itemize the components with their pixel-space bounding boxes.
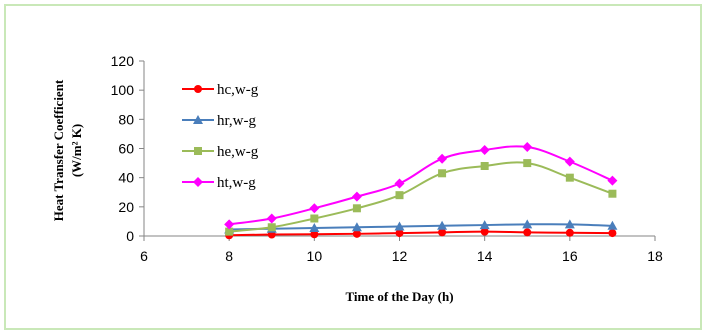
y-tick-label: 40 bbox=[118, 170, 134, 186]
data-point bbox=[395, 229, 404, 238]
legend-marker bbox=[193, 177, 203, 187]
series-line bbox=[229, 161, 613, 233]
y-axis-unit: (W/m² K) bbox=[69, 124, 84, 177]
legend-item: he,w-g bbox=[182, 144, 259, 160]
data-point bbox=[607, 175, 618, 186]
chart-frame bbox=[4, 4, 702, 330]
series-line bbox=[229, 145, 613, 226]
series-line bbox=[229, 230, 613, 237]
legend-label: he,w-g bbox=[217, 144, 259, 160]
data-point bbox=[309, 203, 320, 214]
data-point bbox=[352, 229, 361, 238]
legend-label: ht,w-g bbox=[217, 175, 256, 191]
x-tick-label: 10 bbox=[307, 248, 323, 264]
data-point bbox=[437, 220, 448, 230]
data-point bbox=[225, 227, 234, 236]
data-point bbox=[479, 144, 490, 155]
data-point bbox=[608, 189, 617, 198]
x-tick-label: 6 bbox=[140, 248, 148, 264]
legend-item: hr,w-g bbox=[182, 113, 256, 129]
data-point bbox=[394, 221, 405, 231]
data-point bbox=[437, 153, 448, 164]
data-point bbox=[479, 220, 490, 230]
y-tick-label: 0 bbox=[126, 228, 134, 244]
series-hr-w-g bbox=[224, 219, 618, 234]
data-point bbox=[351, 191, 362, 202]
data-point bbox=[310, 230, 319, 239]
y-axis-title: Heat Transfer Coefficient bbox=[51, 79, 66, 221]
legend-label: hc,w-g bbox=[217, 82, 259, 98]
legend-item: hc,w-g bbox=[182, 82, 259, 98]
data-point bbox=[480, 227, 489, 236]
data-point bbox=[351, 222, 362, 232]
legend: hc,w-g hr,w-g he,w-g ht,w-g bbox=[182, 82, 259, 191]
legend-item: ht,w-g bbox=[182, 175, 256, 191]
data-point bbox=[564, 219, 575, 229]
series-line bbox=[229, 223, 613, 231]
x-tick-label: 12 bbox=[392, 248, 408, 264]
data-point bbox=[523, 228, 532, 237]
data-point bbox=[438, 169, 447, 178]
y-tick-label: 100 bbox=[111, 82, 135, 98]
data-point bbox=[522, 142, 533, 153]
data-point bbox=[224, 219, 235, 230]
data-point bbox=[310, 214, 319, 223]
y-tick-label: 80 bbox=[118, 111, 134, 127]
data-point bbox=[266, 213, 277, 224]
data-point bbox=[394, 178, 405, 189]
data-point bbox=[352, 204, 361, 213]
data-point bbox=[523, 159, 532, 168]
series-layer bbox=[224, 142, 618, 240]
data-point bbox=[267, 223, 276, 232]
series-he-w-g bbox=[225, 159, 617, 236]
x-tick-label: 18 bbox=[647, 248, 663, 264]
data-point bbox=[608, 229, 617, 238]
data-point bbox=[395, 191, 404, 200]
y-tick-label: 20 bbox=[118, 199, 134, 215]
data-point bbox=[438, 228, 447, 237]
legend-marker bbox=[193, 115, 203, 124]
data-point bbox=[565, 228, 574, 237]
y-tick-label: 120 bbox=[111, 53, 135, 69]
data-point bbox=[522, 219, 533, 229]
data-point bbox=[607, 220, 618, 230]
data-point bbox=[564, 156, 575, 167]
data-point bbox=[309, 222, 320, 232]
x-tick-label: 14 bbox=[477, 248, 493, 264]
legend-label: hr,w-g bbox=[217, 113, 256, 129]
legend-marker bbox=[194, 85, 202, 93]
x-tick-label: 16 bbox=[562, 248, 578, 264]
series-ht-w-g bbox=[224, 142, 618, 230]
x-axis-title: Time of the Day (h) bbox=[345, 289, 453, 304]
data-point bbox=[480, 162, 489, 170]
y-tick-label: 60 bbox=[118, 141, 134, 157]
data-point bbox=[565, 173, 574, 182]
x-tick-label: 8 bbox=[225, 248, 233, 264]
legend-marker bbox=[194, 147, 202, 155]
